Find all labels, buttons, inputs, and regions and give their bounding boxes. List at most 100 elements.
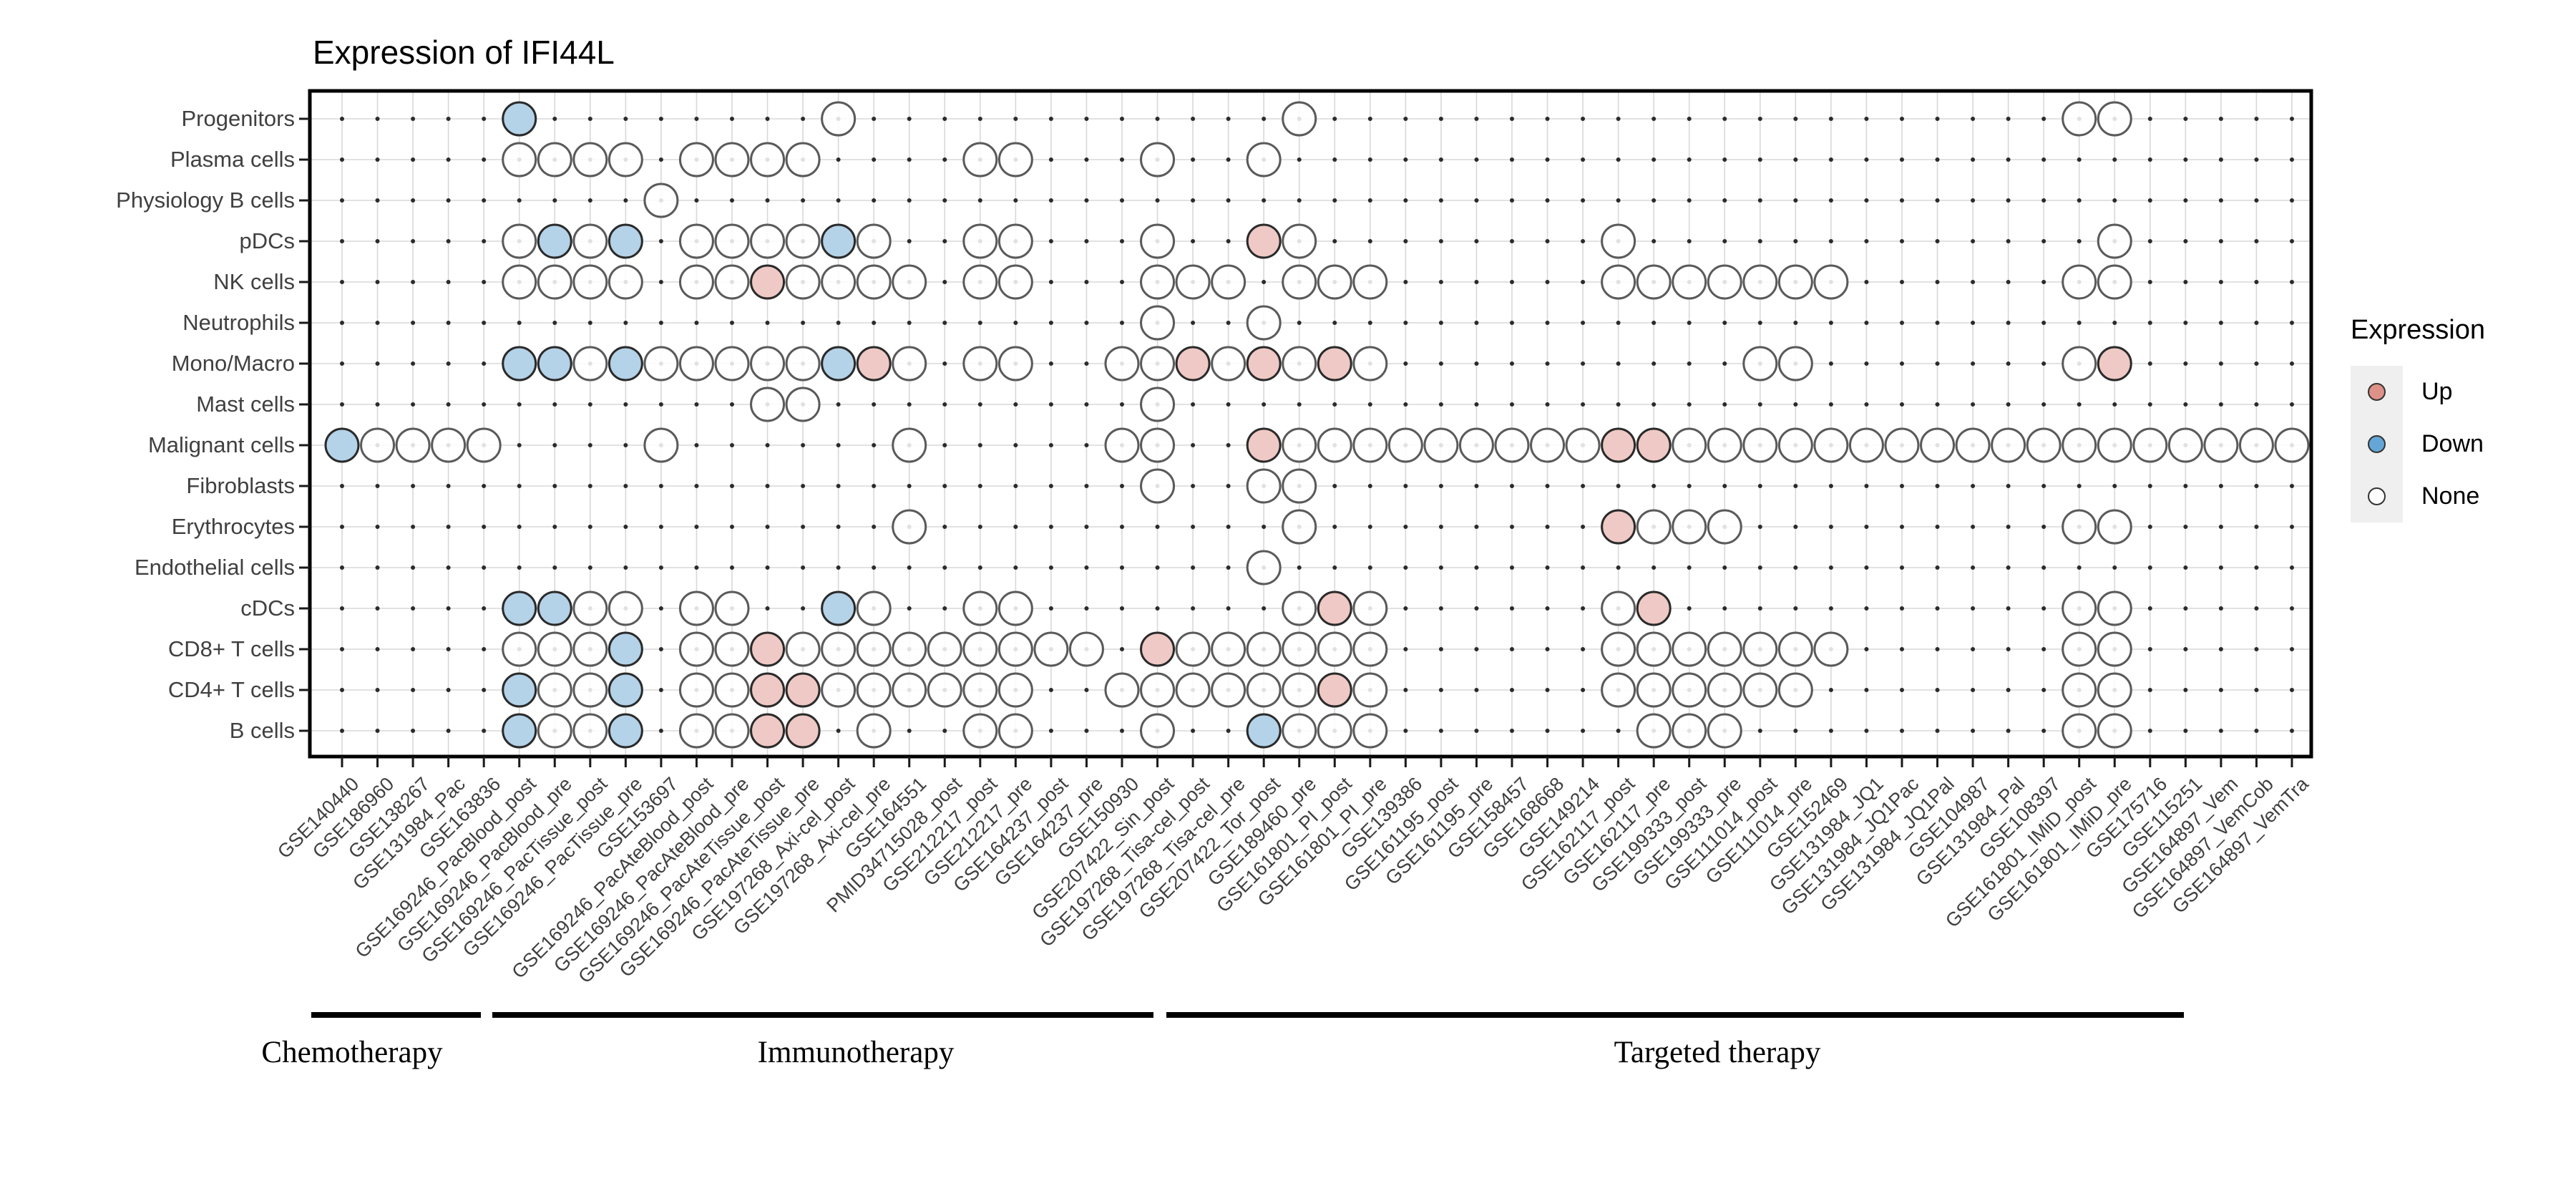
y-axis-label: NK cells	[213, 269, 295, 294]
grid-node-dot	[658, 402, 663, 407]
grid-node-dot	[1687, 606, 1692, 611]
grid-node-dot	[1864, 280, 1869, 284]
grid-node-dot	[1545, 117, 1550, 121]
grid-node-dot	[2041, 565, 2046, 570]
expression-dot-none	[962, 264, 998, 300]
expression-dot-up	[1317, 672, 1352, 708]
expression-dot-none	[2203, 427, 2239, 463]
grid-node-dot	[1581, 280, 1586, 284]
grid-node-dot	[1119, 157, 1124, 162]
expression-dot-none	[643, 427, 679, 463]
grid-node-dot	[2254, 525, 2259, 529]
expression-dot-down	[608, 631, 643, 667]
grid-node-dot	[1048, 443, 1053, 447]
grid-node-dot	[517, 525, 522, 529]
grid-node-dot	[1367, 117, 1372, 121]
grid-node-dot	[1545, 157, 1550, 162]
expression-dot-none	[892, 346, 927, 381]
grid-node-dot	[587, 565, 592, 570]
grid-node-dot	[1899, 361, 1904, 366]
expression-dot-none	[537, 264, 572, 300]
grid-node-dot	[1262, 280, 1267, 284]
grid-node-dot	[1438, 688, 1443, 692]
grid-node-dot	[1687, 321, 1692, 325]
expression-dot-none	[466, 427, 502, 463]
grid-node-dot	[729, 565, 734, 570]
grid-node-dot	[907, 117, 912, 121]
expression-dot-none	[1140, 713, 1176, 749]
grid-node-dot	[587, 525, 592, 529]
grid-node-dot	[1155, 198, 1160, 203]
grid-node-dot	[2041, 321, 2046, 325]
grid-node-dot	[2147, 361, 2152, 366]
grid-node-dot	[446, 117, 451, 121]
grid-node-dot	[1971, 280, 1976, 284]
grid-node-dot	[1509, 361, 1514, 366]
grid-node-dot	[1226, 525, 1231, 529]
expression-dot-up	[1636, 427, 1672, 463]
grid-node-dot	[2289, 361, 2294, 366]
grid-node-dot	[1864, 484, 1869, 488]
expression-dot-none	[997, 142, 1033, 178]
grid-node-dot	[1935, 606, 1940, 611]
grid-node-dot	[2218, 525, 2223, 529]
expression-dot-down	[537, 223, 572, 259]
grid-node-dot	[1581, 688, 1586, 692]
grid-node-dot	[907, 198, 912, 203]
expression-dot-none	[785, 142, 821, 178]
grid-node-dot	[729, 402, 734, 407]
grid-node-dot	[1474, 361, 1479, 366]
expression-dot-none	[1140, 142, 1176, 178]
grid-node-dot	[411, 484, 416, 488]
grid-node-dot	[1438, 402, 1443, 407]
expression-dot-none	[1282, 264, 1317, 300]
expression-dot-none	[997, 631, 1033, 667]
grid-node-dot	[1616, 565, 1621, 570]
grid-node-dot	[1509, 606, 1514, 611]
grid-node-dot	[1084, 525, 1089, 529]
expression-dot-none	[2062, 346, 2097, 381]
grid-node-dot	[2183, 198, 2188, 203]
grid-node-dot	[1191, 525, 1196, 529]
grid-node-dot	[340, 525, 344, 529]
grid-node-dot	[1935, 239, 1940, 243]
grid-node-dot	[2041, 688, 2046, 692]
grid-node-dot	[2041, 198, 2046, 203]
grid-node-dot	[1013, 484, 1018, 488]
grid-node-dot	[2006, 565, 2011, 570]
y-axis-label: pDCs	[239, 228, 295, 253]
expression-dot-none	[2238, 427, 2274, 463]
grid-node-dot	[765, 443, 770, 447]
grid-node-dot	[872, 443, 877, 447]
grid-node-dot	[1687, 565, 1692, 570]
expression-dot-none	[2062, 672, 2097, 708]
expression-dot-none	[678, 264, 714, 300]
expression-dot-up	[1175, 346, 1211, 381]
grid-node-dot	[1084, 280, 1089, 284]
grid-node-dot	[977, 565, 982, 570]
grid-node-dot	[1438, 729, 1443, 733]
grid-node-dot	[1509, 239, 1514, 243]
grid-node-dot	[1971, 239, 1976, 243]
grid-node-dot	[1545, 198, 1550, 203]
legend-dot-none	[2368, 487, 2386, 505]
grid-node-dot	[801, 606, 806, 611]
grid-node-dot	[2183, 647, 2188, 651]
grid-node-dot	[2112, 157, 2117, 162]
group-label: Immunotherapy	[757, 1036, 955, 1069]
grid-node-dot	[1403, 402, 1408, 407]
grid-node-dot	[1048, 565, 1053, 570]
expression-dot-none	[1672, 509, 1707, 545]
grid-node-dot	[1191, 321, 1196, 325]
expression-dot-none	[1636, 264, 1672, 300]
expression-dot-none	[1672, 427, 1707, 463]
grid-node-dot	[1474, 198, 1479, 203]
expression-dot-none	[2097, 101, 2132, 137]
grid-node-dot	[482, 606, 487, 611]
expression-dot-none	[1777, 264, 1813, 300]
grid-node-dot	[1262, 525, 1267, 529]
grid-node-dot	[765, 565, 770, 570]
grid-node-dot	[1971, 198, 1976, 203]
grid-node-dot	[1438, 157, 1443, 162]
